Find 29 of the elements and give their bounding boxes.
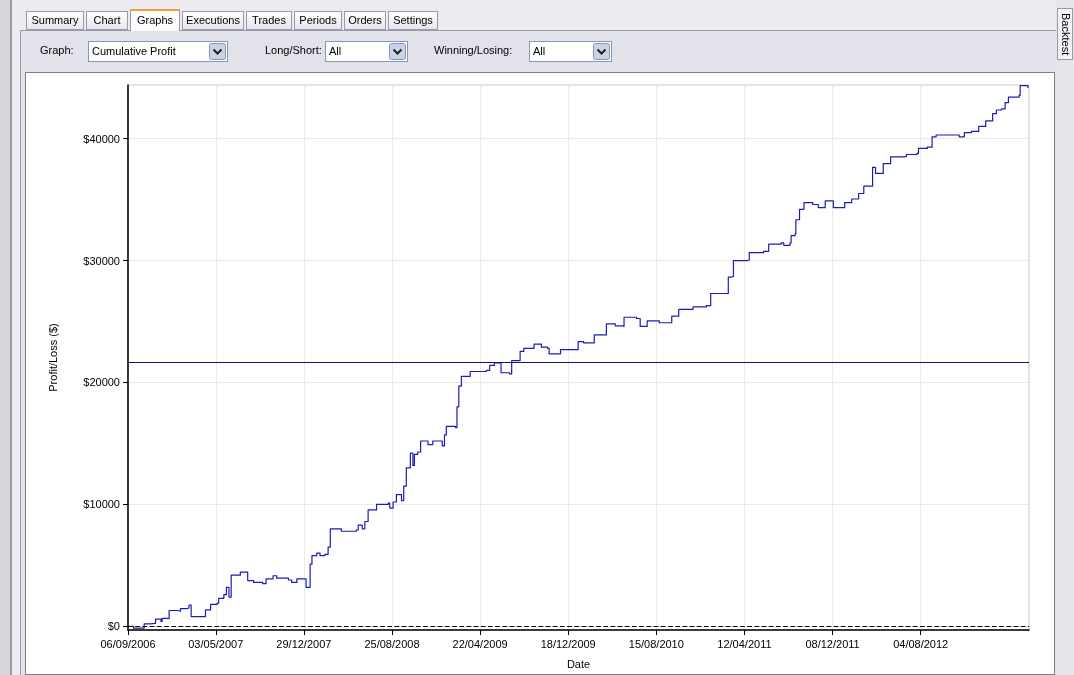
y-axis-title: Profit/Loss ($) xyxy=(46,323,59,392)
x-tick-label: 18/12/2009 xyxy=(540,637,596,650)
text: Long/Short: xyxy=(265,44,322,56)
text: Trades xyxy=(246,11,292,30)
text: Winning/Losing: xyxy=(434,44,513,56)
text: Graph: xyxy=(40,44,74,56)
x-tick-label: 08/12/2011 xyxy=(805,637,860,650)
x-tick-label: 29/12/2007 xyxy=(276,637,332,650)
x-axis-title: Date xyxy=(566,657,591,670)
text: Backtest xyxy=(1060,13,1072,56)
y-tick-label: $10000 xyxy=(83,498,120,511)
text: Settings xyxy=(388,11,438,30)
text: Orders xyxy=(344,11,386,30)
y-tick-label: $0 xyxy=(107,620,120,633)
x-tick-label: 12/04/2011 xyxy=(717,637,772,650)
x-tick-label: 22/04/2009 xyxy=(452,637,508,650)
y-tick-label: $20000 xyxy=(83,376,120,389)
x-tick-label: 04/08/2012 xyxy=(893,637,949,650)
text: Chart xyxy=(86,11,128,30)
x-tick-label: 25/08/2008 xyxy=(364,637,420,650)
text: Summary xyxy=(26,11,84,30)
x-tick-label: 15/08/2010 xyxy=(628,637,684,650)
y-tick-label: $30000 xyxy=(83,254,120,267)
x-tick-label: 03/05/2007 xyxy=(188,637,244,650)
x-tick-label: 06/09/2006 xyxy=(100,637,156,650)
dropdown-field: Cumulative Profit xyxy=(88,41,228,62)
text: Periods xyxy=(294,11,342,30)
y-tick-label: $40000 xyxy=(83,132,120,145)
text: Executions xyxy=(182,11,244,30)
